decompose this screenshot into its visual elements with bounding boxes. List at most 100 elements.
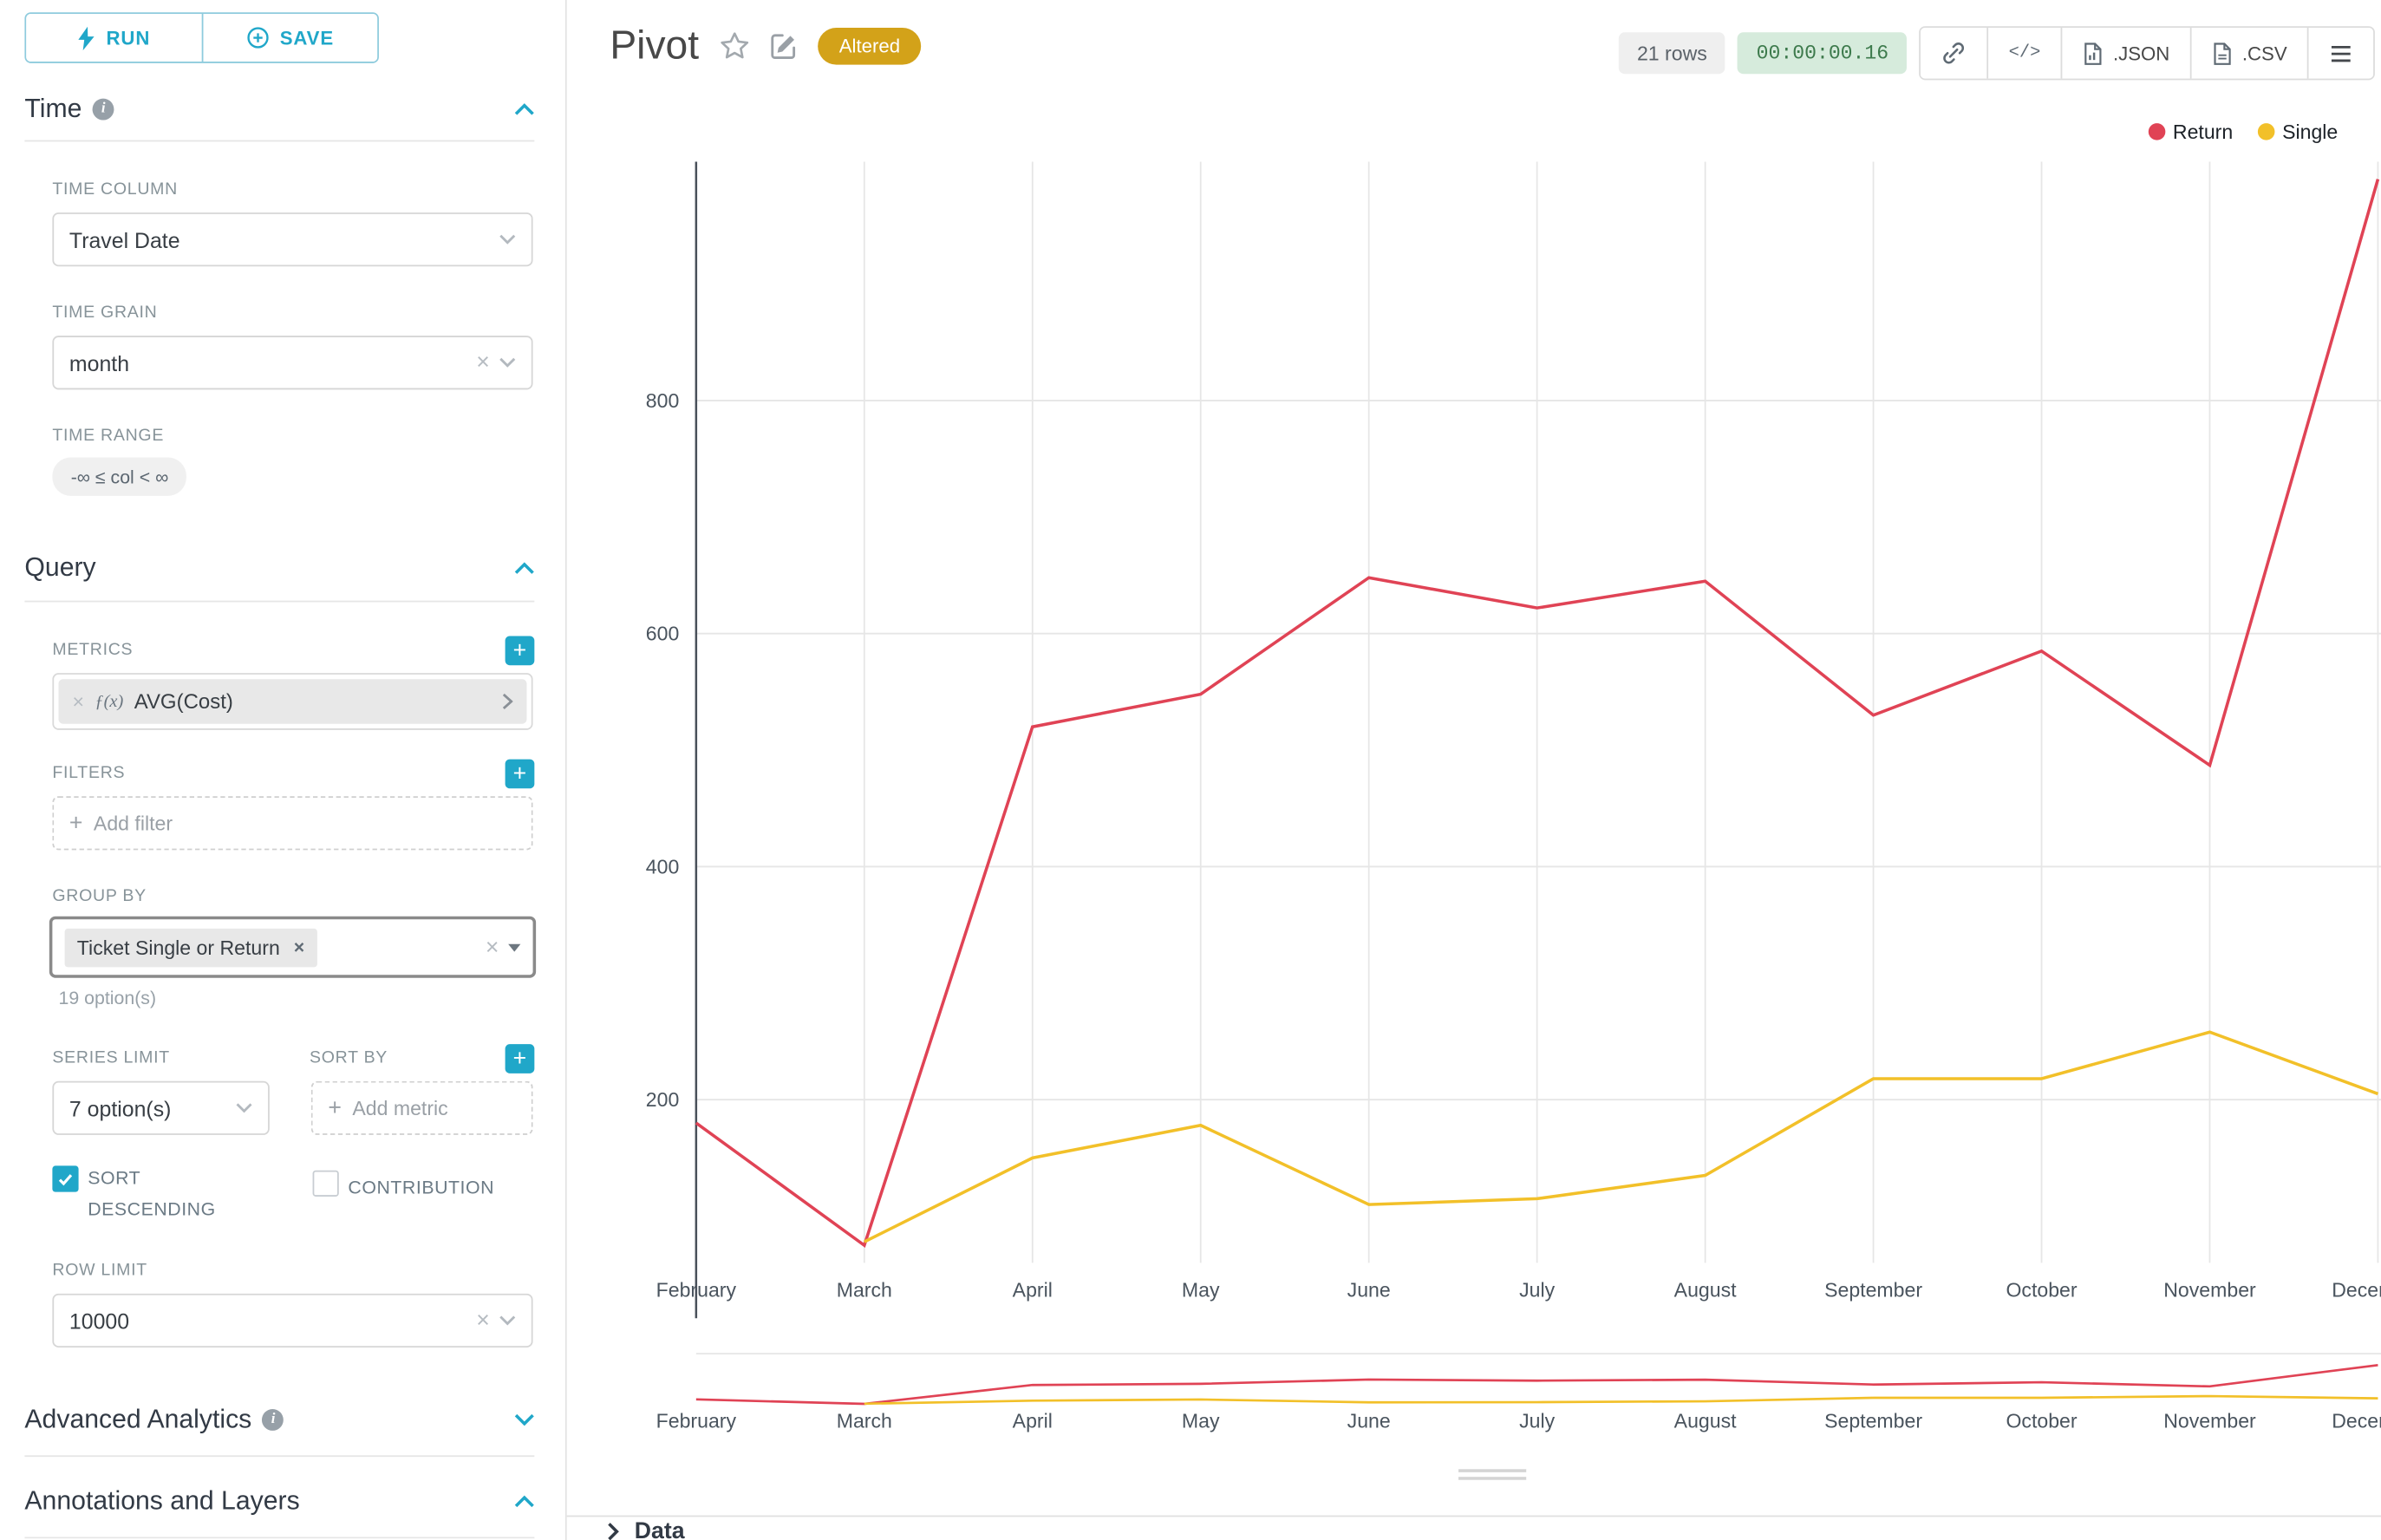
- chevron-down-icon: [499, 1315, 516, 1326]
- star-icon[interactable]: [719, 30, 750, 62]
- run-label: RUN: [106, 27, 151, 49]
- mini-x-axis-label: May: [1182, 1409, 1220, 1432]
- info-icon: i: [92, 98, 114, 121]
- x-axis-label: December: [2332, 1278, 2381, 1301]
- csv-button-label: .CSV: [2241, 42, 2287, 64]
- series-limit-value: 7 option(s): [68, 1095, 172, 1121]
- section-divider: [24, 1455, 535, 1458]
- x-axis-label: March: [837, 1278, 892, 1301]
- section-divider: [24, 1537, 535, 1539]
- contribution-checkbox-label[interactable]: CONTRIBUTION: [348, 1176, 495, 1198]
- add-sort-metric-dropzone[interactable]: + Add metric: [310, 1080, 533, 1135]
- contribution-checkbox[interactable]: [312, 1170, 339, 1197]
- save-button[interactable]: SAVE: [200, 13, 378, 62]
- data-panel-title: Data: [634, 1518, 685, 1540]
- mini-x-axis-label: August: [1674, 1409, 1737, 1432]
- y-axis-label: 200: [646, 1088, 680, 1111]
- info-icon: i: [262, 1409, 284, 1431]
- mini-series-line-return: [695, 1363, 2378, 1406]
- legend-item-return[interactable]: Return: [2148, 121, 2233, 143]
- series-limit-label: SERIES LIMIT: [52, 1048, 170, 1067]
- group-by-select[interactable]: Ticket Single or Return × ×: [49, 916, 537, 978]
- remove-metric-icon[interactable]: ×: [72, 689, 84, 714]
- altered-badge[interactable]: Altered: [817, 27, 922, 64]
- chart-header-actions: 21 rows 00:00:00.16 </> .JSON .CSV: [1618, 26, 2375, 81]
- link-icon: [1943, 42, 1965, 64]
- chevron-right-icon: [608, 1523, 619, 1540]
- advanced-analytics-section-header[interactable]: Advanced Analytics i: [24, 1397, 534, 1443]
- y-axis-label: 800: [646, 389, 680, 412]
- time-column-label: TIME COLUMN: [52, 179, 178, 199]
- run-button[interactable]: RUN: [26, 13, 201, 62]
- view-query-button[interactable]: </>: [1986, 27, 2061, 79]
- mini-x-axis-label: July: [1519, 1409, 1556, 1432]
- annotations-title: Annotations and Layers: [24, 1485, 300, 1516]
- mini-x-axis-label: September: [1824, 1409, 1922, 1432]
- time-grain-select[interactable]: month ×: [52, 336, 533, 390]
- remove-tag-icon[interactable]: ×: [293, 936, 305, 958]
- mini-x-axis-label: November: [2163, 1409, 2256, 1432]
- query-section-header[interactable]: Query: [24, 545, 534, 591]
- chevron-right-icon[interactable]: [502, 693, 513, 710]
- add-metric-plus-button[interactable]: +: [505, 636, 535, 666]
- annotations-section-header[interactable]: Annotations and Layers: [24, 1478, 534, 1524]
- legend-dot: [2148, 123, 2166, 140]
- metric-name: AVG(Cost): [134, 689, 233, 714]
- section-divider: [24, 140, 535, 142]
- sort-descending-checkbox[interactable]: [52, 1165, 79, 1192]
- time-range-label: TIME RANGE: [52, 426, 165, 446]
- chevron-up-icon[interactable]: [514, 562, 534, 574]
- time-column-select[interactable]: Travel Date: [52, 212, 533, 267]
- dropdown-arrow-icon: [508, 943, 521, 951]
- metric-item[interactable]: × ƒ(x) AVG(Cost): [58, 679, 527, 724]
- query-section-title: Query: [24, 552, 96, 583]
- hamburger-menu-icon: [2331, 45, 2351, 62]
- chevron-down-icon: [236, 1103, 252, 1113]
- mini-x-axis-label: April: [1013, 1409, 1053, 1432]
- add-filter-plus-button[interactable]: +: [505, 759, 535, 789]
- add-metric-placeholder: Add metric: [352, 1096, 448, 1120]
- save-label: SAVE: [279, 27, 335, 49]
- export-button-group: </> .JSON .CSV: [1919, 26, 2375, 81]
- chevron-down-icon: [499, 234, 516, 245]
- advanced-analytics-title: Advanced Analytics: [24, 1404, 252, 1434]
- time-section-header[interactable]: Time i: [24, 86, 534, 132]
- clear-icon[interactable]: ×: [476, 349, 490, 376]
- series-line-return[interactable]: [695, 179, 2380, 1249]
- group-by-tag[interactable]: Ticket Single or Return ×: [64, 928, 317, 967]
- data-panel-toggle[interactable]: Data: [607, 1518, 685, 1540]
- legend-label: Single: [2282, 120, 2339, 144]
- time-column-value: Travel Date: [68, 226, 180, 252]
- mini-x-axis-label: December: [2332, 1409, 2381, 1432]
- series-line-single[interactable]: [864, 1030, 2379, 1243]
- metrics-container: × ƒ(x) AVG(Cost): [52, 673, 533, 730]
- edit-icon[interactable]: [770, 31, 798, 59]
- y-axis-label: 600: [646, 623, 680, 645]
- share-link-button[interactable]: [1921, 27, 1987, 79]
- chevron-up-icon[interactable]: [514, 103, 534, 115]
- time-range-pill[interactable]: -∞ ≤ col < ∞: [52, 457, 187, 496]
- chevron-down-icon[interactable]: [514, 1413, 534, 1426]
- export-csv-button[interactable]: .CSV: [2189, 27, 2307, 79]
- add-filter-dropzone[interactable]: + Add filter: [52, 796, 533, 851]
- series-limit-select[interactable]: 7 option(s): [52, 1080, 270, 1135]
- y-axis-label: 400: [646, 855, 680, 878]
- clear-icon[interactable]: ×: [485, 934, 499, 961]
- add-sort-metric-plus-button[interactable]: +: [505, 1044, 535, 1073]
- clear-icon[interactable]: ×: [476, 1307, 490, 1334]
- row-limit-select[interactable]: 10000 ×: [52, 1293, 533, 1348]
- sort-descending-checkbox-label[interactable]: SORT DESCENDING: [88, 1167, 216, 1221]
- export-json-button[interactable]: .JSON: [2060, 27, 2190, 79]
- menu-button[interactable]: [2306, 27, 2374, 79]
- json-button-label: .JSON: [2112, 42, 2170, 64]
- chart-resize-handle[interactable]: [1458, 1469, 1527, 1485]
- query-timer-badge: 00:00:00.16: [1738, 32, 1908, 75]
- time-section-title: Time: [24, 94, 82, 124]
- legend-item-single[interactable]: Single: [2257, 120, 2339, 144]
- metrics-label: METRICS: [52, 640, 134, 660]
- add-filter-placeholder: Add filter: [93, 811, 173, 835]
- chevron-up-icon[interactable]: [514, 1495, 534, 1508]
- sort-by-label: SORT BY: [310, 1048, 388, 1067]
